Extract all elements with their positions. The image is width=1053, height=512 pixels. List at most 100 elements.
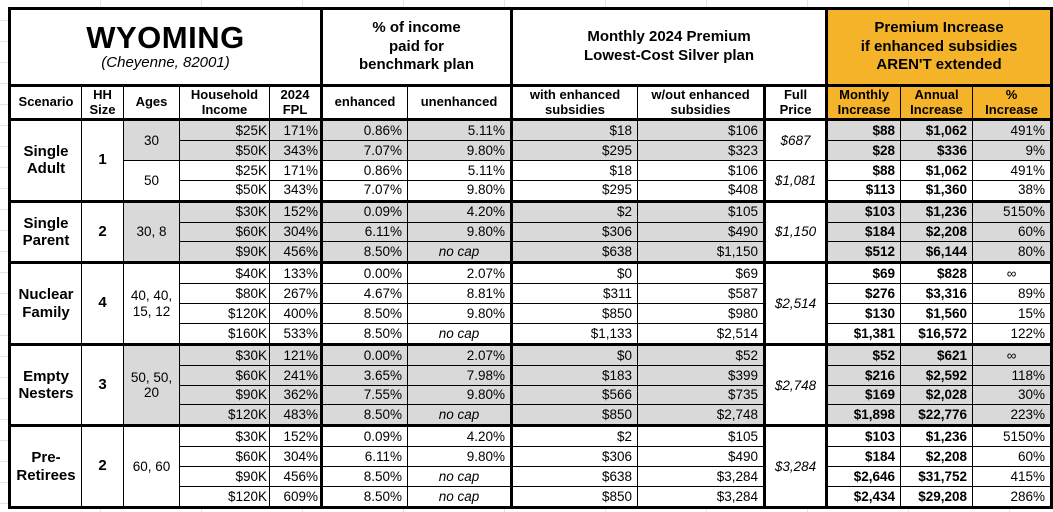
- wout-sub-cell: $3,284: [637, 466, 766, 487]
- annual-increase-cell: $828: [900, 261, 974, 285]
- monthly-increase-cell: $69: [825, 261, 902, 285]
- enhanced-cell: 8.50%: [320, 404, 409, 427]
- pct-increase-cell: 5150%: [972, 424, 1053, 448]
- pct-increase-cell: 118%: [972, 364, 1053, 386]
- annual-increase-cell: $3,316: [900, 283, 974, 305]
- annual-increase-cell: $22,776: [900, 404, 974, 427]
- pct-increase-cell: 89%: [972, 283, 1053, 305]
- full-price-cell: $2,748: [763, 342, 828, 427]
- col-monthly-increase: Monthly Increase: [825, 85, 902, 121]
- income-cell: $160K: [179, 322, 270, 345]
- pct-increase-cell: 15%: [972, 303, 1053, 324]
- band-income-pct: % of income paid for benchmark plan: [320, 7, 514, 87]
- monthly-increase-cell: $2,434: [825, 485, 902, 509]
- pct-increase-cell: ∞: [972, 261, 1053, 285]
- fpl-cell: 121%: [268, 342, 323, 366]
- unenhanced-cell: 9.80%: [407, 446, 513, 468]
- state-title: WYOMING: [86, 19, 245, 55]
- enhanced-cell: 0.09%: [320, 199, 409, 223]
- with-sub-cell: $2: [510, 424, 639, 448]
- table-row: $120K 609% 8.50% no cap $850 $3,284 $2,4…: [10, 485, 1053, 509]
- full-price-cell: $1,081: [763, 159, 828, 202]
- enhanced-cell: 7.07%: [320, 179, 409, 202]
- col-fpl: 2024 FPL: [268, 85, 323, 121]
- table-row: $50K 343% 7.07% 9.80% $295 $408 $113 $1,…: [10, 179, 1053, 202]
- income-cell: $30K: [179, 199, 270, 223]
- wout-sub-cell: $2,748: [637, 404, 766, 427]
- with-sub-cell: $295: [510, 140, 639, 161]
- col-unenhanced: unenhanced: [407, 85, 513, 121]
- fpl-cell: 152%: [268, 199, 323, 223]
- fpl-cell: 533%: [268, 322, 323, 345]
- annual-increase-cell: $1,360: [900, 179, 974, 202]
- unenhanced-cell: 4.20%: [407, 424, 513, 448]
- monthly-increase-cell: $103: [825, 424, 902, 448]
- wout-sub-cell: $587: [637, 283, 766, 305]
- with-sub-cell: $18: [510, 119, 639, 141]
- col-wout-subsidies: w/out enhanced subsidies: [637, 85, 766, 121]
- monthly-increase-cell: $276: [825, 283, 902, 305]
- band-premium-increase: Premium Increase if enhanced subsidies A…: [825, 7, 1053, 87]
- with-sub-cell: $311: [510, 283, 639, 305]
- wout-sub-cell: $105: [637, 424, 766, 448]
- table-row: Single Adult 1 30 $25K 171% 0.86% 5.11% …: [9, 119, 1053, 202]
- enhanced-cell: 8.50%: [320, 241, 409, 264]
- with-sub-cell: $850: [510, 404, 639, 427]
- scenario-cell: Single Adult: [9, 119, 82, 202]
- income-cell: $120K: [179, 303, 270, 324]
- enhanced-cell: 6.11%: [320, 221, 409, 243]
- col-scenario: Scenario: [9, 85, 82, 121]
- fpl-cell: 400%: [268, 303, 323, 324]
- with-sub-cell: $850: [510, 485, 639, 509]
- with-sub-cell: $2: [510, 199, 639, 223]
- pct-increase-cell: 38%: [972, 179, 1053, 202]
- full-price-cell: $2,514: [763, 261, 828, 345]
- wout-sub-cell: $490: [637, 221, 766, 243]
- with-sub-cell: $306: [510, 221, 639, 243]
- unenhanced-cell: 9.80%: [407, 384, 513, 406]
- ages-cell: 50, 50, 20: [123, 342, 180, 427]
- wout-sub-cell: $106: [637, 119, 766, 141]
- enhanced-cell: 0.00%: [320, 261, 409, 285]
- hh-size-cell: 3: [81, 342, 124, 427]
- col-household-income: Household Income: [179, 85, 270, 121]
- annual-increase-cell: $2,208: [900, 446, 974, 468]
- hh-size-cell: 2: [81, 199, 124, 264]
- table-row: Pre-Retirees 2 60, 60 $30K 152% 0.09% 4.…: [9, 424, 1053, 508]
- table-row: $60K 304% 6.11% 9.80% $306 $490 $184 $2,…: [10, 446, 1053, 468]
- annual-increase-cell: $2,028: [900, 384, 974, 406]
- annual-increase-cell: $2,592: [900, 364, 974, 386]
- unenhanced-cell: 2.07%: [407, 261, 513, 285]
- income-cell: $60K: [179, 446, 270, 468]
- unenhanced-cell: no cap: [407, 404, 513, 427]
- annual-increase-cell: $31,752: [900, 466, 974, 487]
- table-row: $90K 362% 7.55% 9.80% $566 $735 $169 $2,…: [10, 384, 1053, 406]
- monthly-increase-cell: $130: [825, 303, 902, 324]
- unenhanced-cell: no cap: [407, 322, 513, 345]
- state-title-box: WYOMING (Cheyenne, 82001): [7, 7, 324, 87]
- scenario-cell: Pre-Retirees: [9, 424, 82, 508]
- income-cell: $120K: [179, 404, 270, 427]
- annual-increase-cell: $1,236: [900, 199, 974, 223]
- annual-increase-cell: $621: [900, 342, 974, 366]
- fpl-cell: 304%: [268, 221, 323, 243]
- with-sub-cell: $18: [510, 159, 639, 181]
- fpl-cell: 304%: [268, 446, 323, 468]
- ages-cell: 30: [123, 119, 180, 161]
- monthly-increase-cell: $52: [825, 342, 902, 366]
- pct-increase-cell: 5150%: [972, 199, 1053, 223]
- pct-increase-cell: 122%: [972, 322, 1053, 345]
- monthly-increase-cell: $1,898: [825, 404, 902, 427]
- with-sub-cell: $566: [510, 384, 639, 406]
- with-sub-cell: $638: [510, 241, 639, 264]
- monthly-increase-cell: $184: [825, 221, 902, 243]
- ages-cell: 50: [123, 159, 180, 202]
- pct-increase-cell: 80%: [972, 241, 1053, 264]
- fpl-cell: 343%: [268, 140, 323, 161]
- annual-increase-cell: $1,062: [900, 119, 974, 141]
- table-row: $50K 343% 7.07% 9.80% $295 $323 $28 $336…: [10, 140, 1053, 161]
- pct-increase-cell: ∞: [972, 342, 1053, 366]
- pct-increase-cell: 491%: [972, 159, 1053, 181]
- pct-increase-cell: 415%: [972, 466, 1053, 487]
